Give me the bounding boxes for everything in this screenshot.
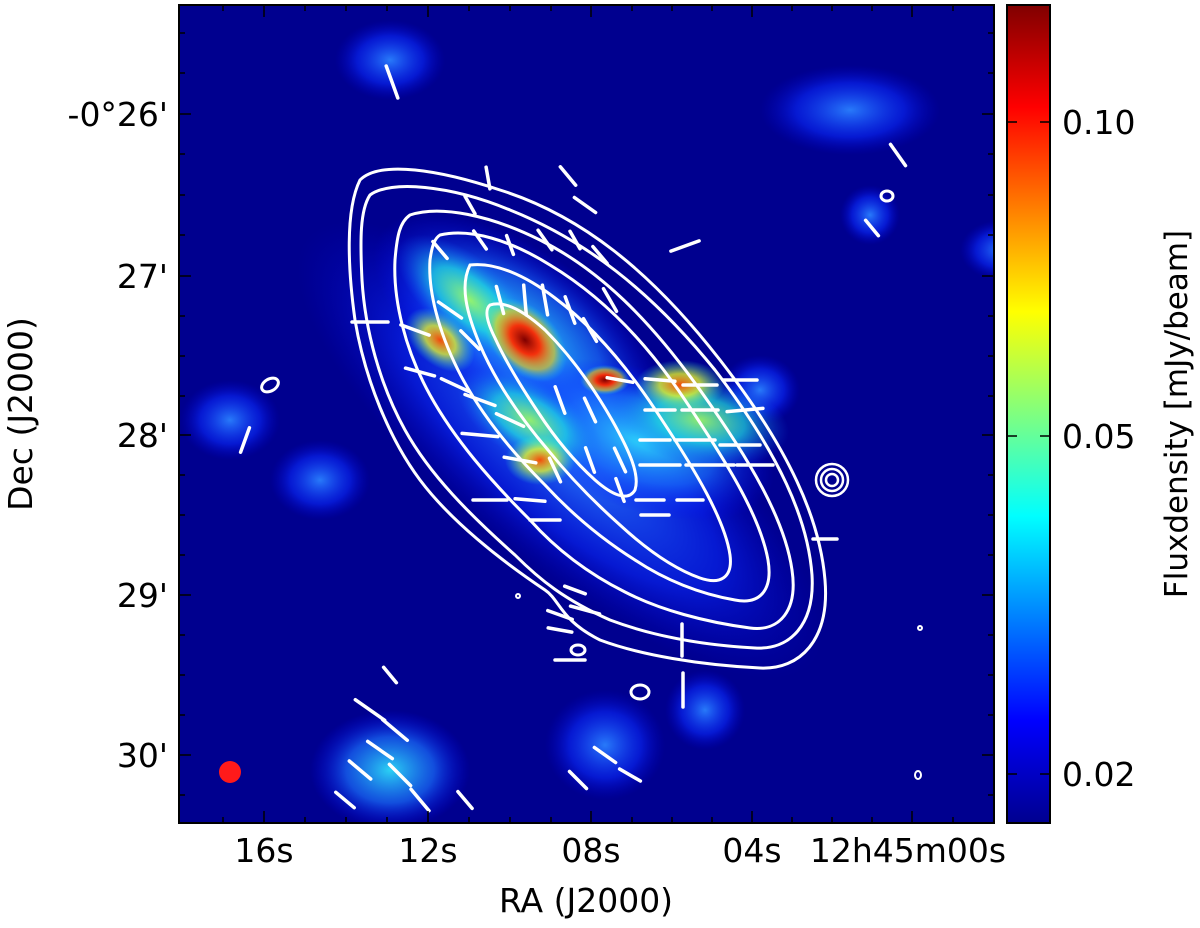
polarization-vectors <box>238 64 908 813</box>
polarization-vector <box>568 604 602 616</box>
contour-blob-top-right <box>879 189 895 203</box>
polarization-vector <box>605 375 635 385</box>
y-tick-label: 30' <box>117 736 168 775</box>
y-tick-labels: -0°26' 27' 28' 29' 30' <box>68 95 168 775</box>
colorbar-gradient <box>1006 4 1051 824</box>
x-tick-label: 12h45m00s <box>810 831 1006 870</box>
polarization-vector <box>460 431 500 439</box>
polarization-vector <box>562 584 588 596</box>
y-axis-label: Dec (J2000) <box>1 317 40 511</box>
y-tick-label: 29' <box>117 576 168 615</box>
x-tick-label: 08s <box>561 831 620 870</box>
contour-blob-small-2 <box>917 625 923 631</box>
polarization-vector <box>365 739 395 761</box>
x-tick-label: 12s <box>398 831 457 870</box>
polarization-vector <box>347 759 373 781</box>
polarization-vector <box>399 323 431 337</box>
contour-blob-small-3 <box>914 770 922 780</box>
polarization-vector <box>617 767 643 783</box>
polarization-vector <box>567 769 589 791</box>
polarization-vector <box>725 406 765 414</box>
x-axis-label: RA (J2000) <box>499 881 673 920</box>
polarization-vector <box>863 218 881 238</box>
colorbar-label: Fluxdensity [mJy/beam] <box>1159 230 1195 598</box>
colorbar: 0.10 0.05 0.02 Fluxdensity [mJy/beam] <box>1006 4 1195 824</box>
contour-level-4 <box>428 231 771 603</box>
polarization-vector <box>581 316 599 344</box>
colorbar-tick-label: 0.05 <box>1062 417 1135 456</box>
polarization-vector <box>546 608 574 622</box>
polarization-vector <box>484 165 492 191</box>
contour-level-2 <box>359 185 814 650</box>
polarization-vector <box>334 790 356 810</box>
polarization-vector <box>431 239 449 261</box>
polarization-vector <box>572 195 598 215</box>
axis-ticks <box>179 5 994 823</box>
polarization-vector <box>592 745 618 765</box>
polarization-vector <box>546 626 574 634</box>
polarization-vector <box>614 476 626 504</box>
polarization-vector <box>540 283 550 317</box>
polarization-vector <box>582 396 598 424</box>
polarization-vector <box>380 717 410 743</box>
polarization-vector <box>409 787 431 813</box>
polarization-vector <box>387 762 413 788</box>
contour-blob-left <box>260 376 280 394</box>
contour-point-source-1 <box>814 462 850 498</box>
beam-marker <box>219 761 241 783</box>
contour-point-source-3 <box>824 472 840 488</box>
polarization-vector <box>669 239 701 253</box>
colorbar-tick-label: 0.02 <box>1062 755 1135 794</box>
polarization-vector <box>436 300 464 320</box>
polarization-vector <box>494 411 526 429</box>
polarization-vector <box>591 244 609 266</box>
polarization-vector <box>381 665 399 685</box>
plot-frame <box>178 4 995 824</box>
polarization-vector <box>494 284 506 316</box>
y-tick-label: 27' <box>117 257 168 296</box>
contour-blob-bottom-2 <box>569 643 587 657</box>
polarization-vector <box>463 194 477 216</box>
polarization-vector <box>463 392 497 408</box>
polarization-vector <box>459 329 481 351</box>
y-tick-label: 28' <box>117 416 168 455</box>
x-tick-label: 04s <box>722 831 781 870</box>
y-tick-label: -0°26' <box>68 95 168 134</box>
polarization-vector <box>238 426 252 454</box>
colorbar-tick-label: 0.10 <box>1062 103 1135 142</box>
polarization-vector <box>521 283 529 317</box>
polarization-vector <box>888 142 908 168</box>
polarization-vector <box>612 446 628 474</box>
polarization-vector <box>553 385 567 415</box>
x-tick-label: 16s <box>234 831 293 870</box>
polarization-vector <box>568 229 582 251</box>
polarization-vector <box>384 64 400 100</box>
polarization-vector <box>563 295 577 325</box>
polarization-vector <box>504 233 516 257</box>
polarization-vector <box>643 376 677 384</box>
polarization-vector <box>502 455 538 465</box>
polarization-vector <box>439 376 471 394</box>
polarization-vector <box>536 228 554 252</box>
contour-blob-small-1 <box>515 593 521 599</box>
polarization-vector <box>513 496 547 504</box>
polarization-vector <box>353 697 387 723</box>
polarization-vector <box>547 456 563 484</box>
x-tick-labels: 16s 12s 08s 04s 12h45m00s <box>234 831 1006 870</box>
polarization-vector <box>403 366 437 378</box>
polarization-vector <box>456 789 474 811</box>
contour-blob-bottom <box>629 683 651 701</box>
polarization-vector <box>583 446 597 474</box>
polarization-vector <box>601 286 619 314</box>
contour-point-source-2 <box>819 467 845 493</box>
contour-level-1 <box>347 167 828 670</box>
polarization-vector <box>471 229 489 251</box>
polarization-vector <box>558 165 578 187</box>
